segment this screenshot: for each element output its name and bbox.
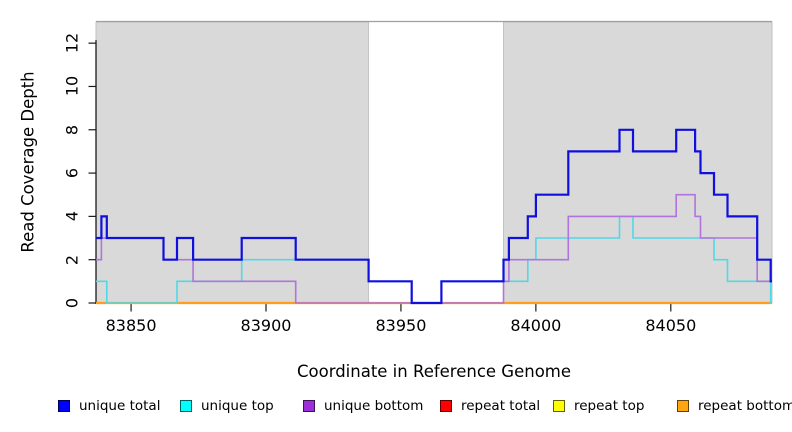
legend-label: unique bottom bbox=[324, 398, 424, 414]
legend-item-unique-bottom: unique bottom bbox=[303, 396, 423, 416]
legend-item-repeat-top: repeat top bbox=[553, 396, 644, 416]
legend-swatch-unique-total bbox=[58, 400, 70, 412]
legend-label: unique total bbox=[79, 398, 161, 414]
shaded-region bbox=[95, 21, 370, 304]
shaded-region bbox=[502, 21, 773, 304]
legend-item-unique-top: unique top bbox=[180, 396, 274, 416]
legend-swatch-repeat-total bbox=[440, 400, 452, 412]
legend-label: repeat bottom bbox=[698, 398, 792, 414]
y-tick-label: 2 bbox=[62, 254, 82, 265]
legend-swatch-unique-bottom bbox=[303, 400, 315, 412]
y-tick-label: 10 bbox=[62, 76, 82, 97]
legend-item-unique-total: unique total bbox=[58, 396, 160, 416]
y-tick-label: 4 bbox=[62, 211, 82, 222]
y-tick-label: 6 bbox=[62, 167, 82, 179]
x-tick-label: 83900 bbox=[240, 316, 292, 335]
y-axis-label: Read Coverage Depth bbox=[18, 71, 38, 253]
legend-item-repeat-bottom: repeat bottom bbox=[677, 396, 792, 416]
x-axis-label: Coordinate in Reference Genome bbox=[296, 362, 572, 381]
legend-label: unique top bbox=[201, 398, 274, 414]
x-tick-label: 84050 bbox=[645, 316, 697, 335]
legend-swatch-unique-top bbox=[180, 400, 192, 412]
series-line-unique-total bbox=[96, 128, 772, 305]
legend-label: repeat total bbox=[461, 398, 541, 414]
x-tick-label: 83950 bbox=[375, 316, 427, 335]
y-tick-label: 8 bbox=[62, 124, 82, 135]
x-tick-label: 84000 bbox=[510, 316, 562, 335]
legend-item-repeat-total: repeat total bbox=[440, 396, 540, 416]
legend-label: repeat top bbox=[574, 398, 645, 414]
y-tick-label: 0 bbox=[62, 297, 82, 309]
legend-swatch-repeat-bottom bbox=[677, 400, 689, 412]
y-tick-label: 12 bbox=[62, 32, 82, 54]
legend-swatch-repeat-top bbox=[553, 400, 565, 412]
legend: unique total unique top unique bottom repea… bbox=[0, 396, 792, 420]
x-tick-label: 83850 bbox=[105, 316, 157, 335]
